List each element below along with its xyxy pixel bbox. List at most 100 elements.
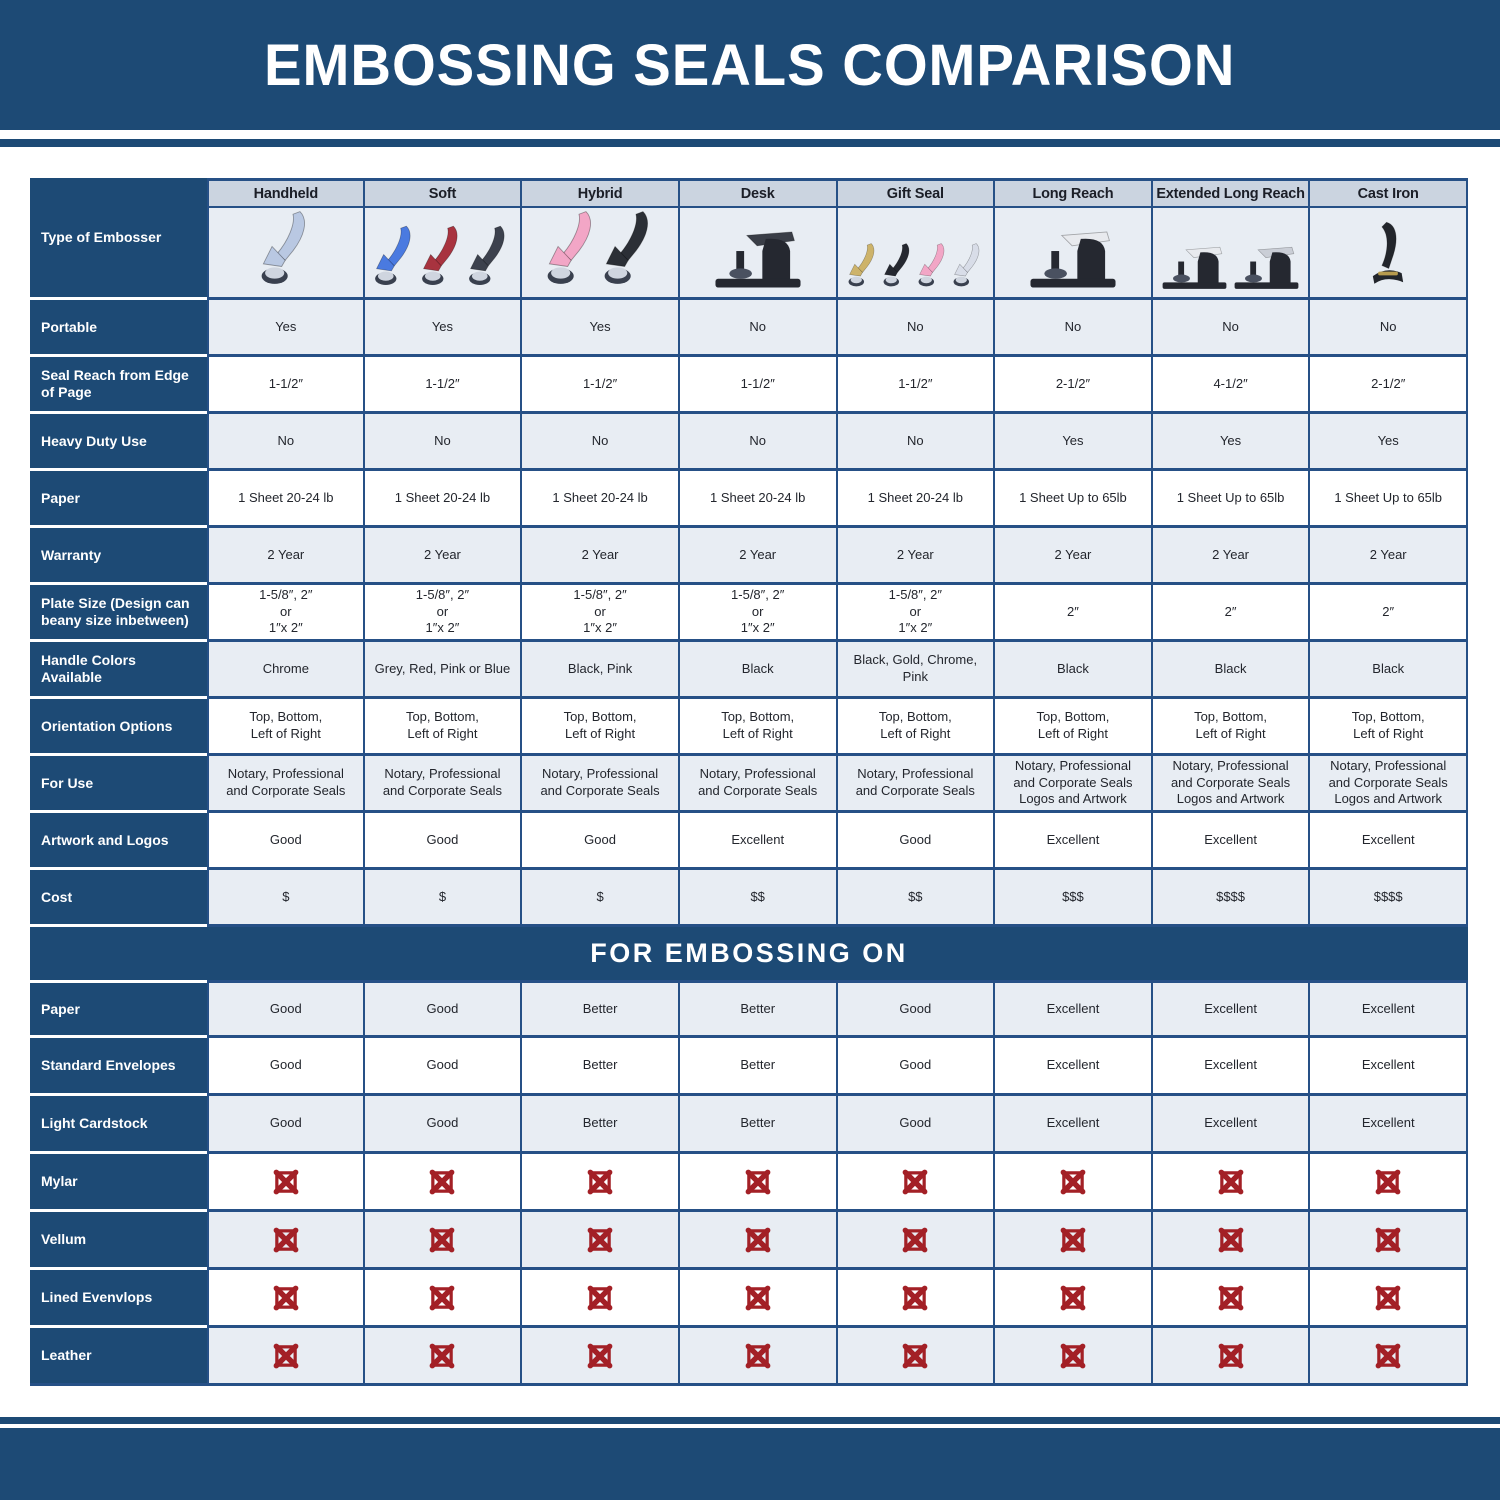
cell-handle-colors-hybrid: Black, Pink	[522, 642, 680, 699]
cell-paper-long-reach: 1 Sheet Up to 65lb	[995, 471, 1153, 528]
column-header-extended-long-reach: Extended Long Reach	[1152, 178, 1311, 208]
page-footer	[0, 1428, 1500, 1500]
cell-orientation-options-cast-iron: Top, Bottom, Left of Right	[1310, 699, 1468, 756]
cell-for-use-long-reach: Notary, Professional and Corporate Seals…	[995, 756, 1153, 813]
cell-embossing-standard-envelopes-gift-seal: Good	[837, 1038, 996, 1096]
cell-embossing-mylar-gift-seal	[837, 1154, 996, 1212]
red-x-icon	[902, 1227, 928, 1252]
embosser-image-hybrid	[522, 208, 680, 300]
cell-cost-soft: $	[364, 870, 523, 927]
red-x-icon	[1218, 1169, 1243, 1194]
cell-artwork-and-logos-soft: Good	[364, 813, 523, 870]
embosser-image-soft	[364, 208, 523, 300]
cell-paper-desk: 1 Sheet 20-24 lb	[679, 471, 838, 528]
embosser-image-long-reach	[995, 208, 1153, 300]
cell-plate-size-handheld: 1-5/8″, 2″ or 1″x 2″	[207, 585, 365, 642]
cell-embossing-standard-envelopes-soft: Good	[364, 1038, 523, 1096]
cell-embossing-paper-extended-long-reach: Excellent	[1152, 980, 1311, 1038]
cell-embossing-standard-envelopes-cast-iron: Excellent	[1310, 1038, 1468, 1096]
row-label-embossing-mylar: Mylar	[30, 1154, 207, 1212]
cell-portable-soft: Yes	[364, 300, 523, 357]
cell-paper-soft: 1 Sheet 20-24 lb	[364, 471, 523, 528]
cell-for-use-extended-long-reach: Notary, Professional and Corporate Seals…	[1152, 756, 1311, 813]
cell-heavy-duty-use-gift-seal: No	[837, 414, 996, 471]
embosser-devices-extended-long-reach	[1160, 242, 1301, 291]
column-header-gift-seal: Gift Seal	[837, 178, 996, 208]
row-label-portable: Portable	[30, 300, 207, 357]
hand-embosser-icon	[547, 211, 591, 285]
red-x-icon	[1218, 1343, 1243, 1368]
embosser-devices-soft	[373, 224, 511, 291]
cell-cost-long-reach: $$$	[995, 870, 1153, 927]
cell-orientation-options-hybrid: Top, Bottom, Left of Right	[522, 699, 680, 756]
header-divider-line	[0, 139, 1500, 147]
hand-embosser-icon	[375, 226, 411, 286]
cell-orientation-options-gift-seal: Top, Bottom, Left of Right	[837, 699, 996, 756]
embosser-image-gift-seal	[837, 208, 996, 300]
cell-embossing-light-cardstock-desk: Better	[679, 1096, 838, 1154]
cell-portable-hybrid: Yes	[522, 300, 680, 357]
cell-heavy-duty-use-desk: No	[679, 414, 838, 471]
cell-embossing-leather-long-reach	[995, 1328, 1153, 1386]
cell-embossing-vellum-gift-seal	[837, 1212, 996, 1270]
row-label-embossing-vellum: Vellum	[30, 1212, 207, 1270]
cell-orientation-options-extended-long-reach: Top, Bottom, Left of Right	[1152, 699, 1311, 756]
cell-artwork-and-logos-extended-long-reach: Excellent	[1152, 813, 1311, 870]
desk-embosser-icon	[1030, 231, 1116, 288]
cell-artwork-and-logos-hybrid: Good	[522, 813, 680, 870]
red-x-icon	[587, 1343, 613, 1368]
cell-embossing-lined-evenvlops-extended-long-reach	[1152, 1270, 1311, 1328]
embossing-section-banner: FOR EMBOSSING ON	[30, 927, 1468, 980]
cell-embossing-light-cardstock-handheld: Good	[207, 1096, 365, 1154]
cell-embossing-leather-extended-long-reach	[1152, 1328, 1311, 1386]
cell-embossing-light-cardstock-gift-seal: Good	[837, 1096, 996, 1154]
hand-embosser-icon	[953, 243, 980, 287]
cell-embossing-vellum-handheld	[207, 1212, 365, 1270]
cell-embossing-lined-evenvlops-gift-seal	[837, 1270, 996, 1328]
red-x-icon	[587, 1169, 613, 1194]
column-header-desk: Desk	[679, 178, 838, 208]
cell-embossing-lined-evenvlops-handheld	[207, 1270, 365, 1328]
red-x-icon	[902, 1169, 928, 1194]
cell-heavy-duty-use-soft: No	[364, 414, 523, 471]
column-header-soft: Soft	[364, 178, 523, 208]
cell-embossing-mylar-long-reach	[995, 1154, 1153, 1212]
row-label-paper: Paper	[30, 471, 207, 528]
desk-embosser-icon	[715, 231, 801, 288]
cell-artwork-and-logos-cast-iron: Excellent	[1310, 813, 1468, 870]
red-x-icon	[1218, 1285, 1243, 1310]
footer-divider-gap	[0, 1424, 1500, 1428]
cell-embossing-lined-evenvlops-hybrid	[522, 1270, 680, 1328]
cell-embossing-standard-envelopes-long-reach: Excellent	[995, 1038, 1153, 1096]
page-header: EMBOSSING SEALS COMPARISON	[0, 0, 1500, 130]
cell-embossing-leather-gift-seal	[837, 1328, 996, 1386]
cell-embossing-standard-envelopes-desk: Better	[679, 1038, 838, 1096]
cell-portable-desk: No	[679, 300, 838, 357]
cell-paper-gift-seal: 1 Sheet 20-24 lb	[837, 471, 996, 528]
cell-handle-colors-extended-long-reach: Black	[1152, 642, 1311, 699]
red-x-icon	[1375, 1343, 1401, 1368]
row-label-cost: Cost	[30, 870, 207, 927]
cell-plate-size-soft: 1-5/8″, 2″ or 1″x 2″	[364, 585, 523, 642]
red-x-icon	[1375, 1227, 1401, 1252]
cell-embossing-standard-envelopes-extended-long-reach: Excellent	[1152, 1038, 1311, 1096]
red-x-icon	[273, 1169, 299, 1194]
row-label-artwork-and-logos: Artwork and Logos	[30, 813, 207, 870]
row-label-plate-size: Plate Size (Design can beany size inbetw…	[30, 585, 207, 642]
cell-handle-colors-soft: Grey, Red, Pink or Blue	[364, 642, 523, 699]
cell-embossing-paper-soft: Good	[364, 980, 523, 1038]
cell-embossing-mylar-soft	[364, 1154, 523, 1212]
red-x-icon	[1060, 1169, 1086, 1194]
cell-plate-size-desk: 1-5/8″, 2″ or 1″x 2″	[679, 585, 838, 642]
cell-warranty-soft: 2 Year	[364, 528, 523, 585]
cell-warranty-handheld: 2 Year	[207, 528, 365, 585]
embosser-image-desk	[679, 208, 838, 300]
cell-seal-reach-hybrid: 1-1/2″	[522, 357, 680, 414]
red-x-icon	[1060, 1227, 1086, 1252]
cell-seal-reach-cast-iron: 2-1/2″	[1310, 357, 1468, 414]
cell-plate-size-long-reach: 2″	[995, 585, 1153, 642]
cell-embossing-light-cardstock-soft: Good	[364, 1096, 523, 1154]
header-divider-gap	[0, 130, 1500, 139]
red-x-icon	[430, 1285, 455, 1310]
cell-embossing-light-cardstock-hybrid: Better	[522, 1096, 680, 1154]
